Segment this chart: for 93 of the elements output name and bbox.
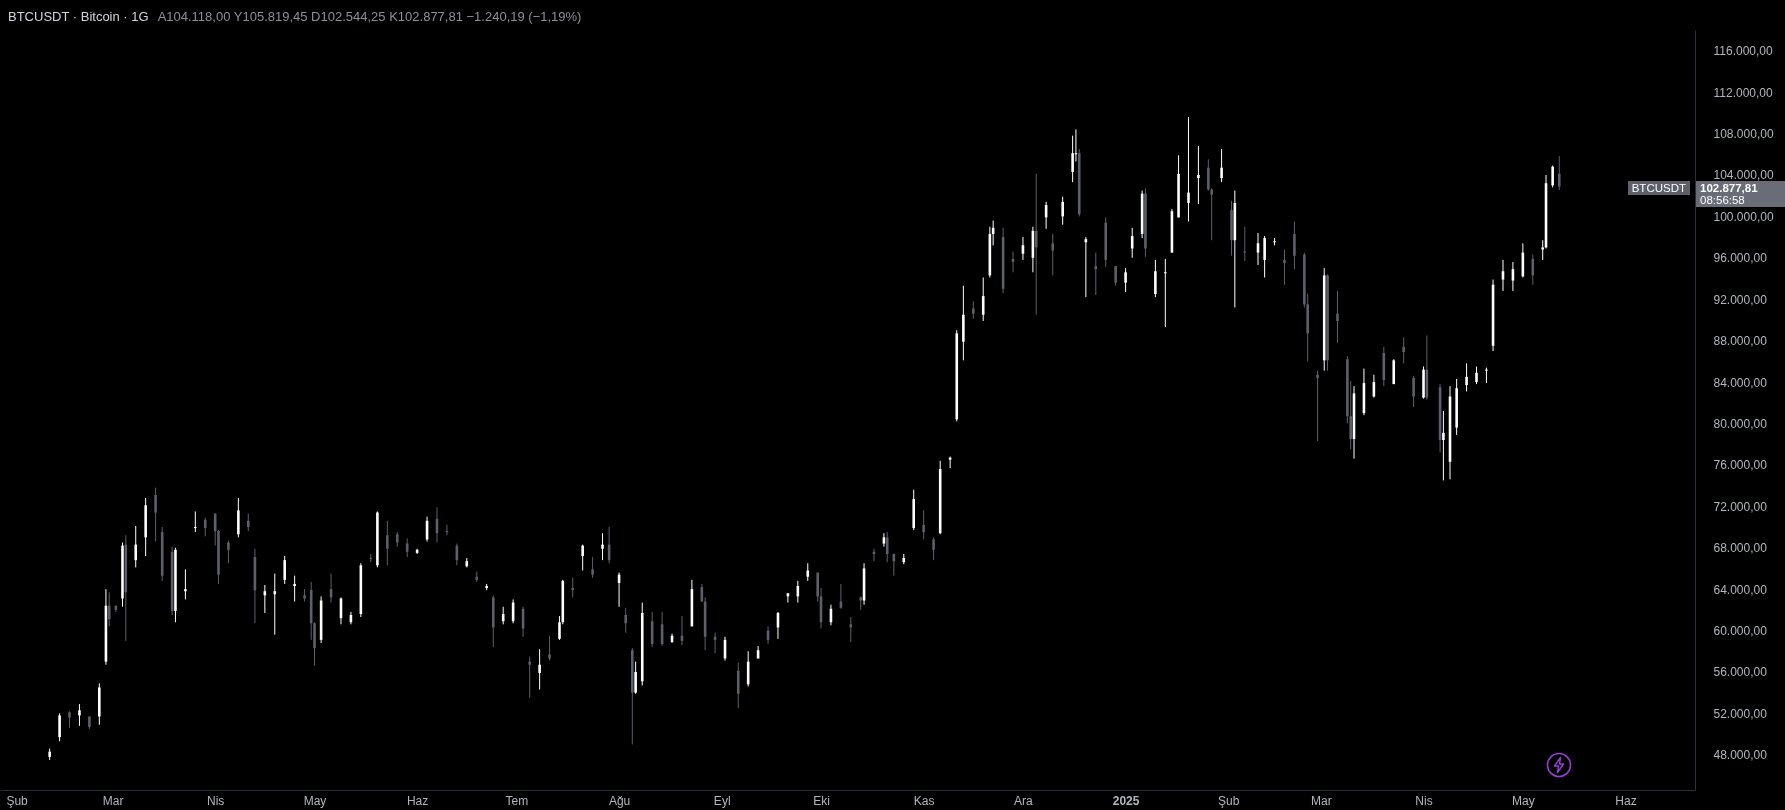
x-tick-label: Şub — [1218, 793, 1240, 808]
chart-subtitle: A104.118,00 Y105.819,45 D102.544,25 K102.877,81 −1.240,19 (−1,19%) — [157, 9, 582, 24]
candlestick — [1220, 148, 1223, 183]
candlestick — [885, 531, 889, 563]
candlestick — [571, 577, 575, 598]
y-tick-label: 88.000,00 — [1713, 334, 1768, 349]
candlestick — [1557, 155, 1561, 191]
candlestick — [293, 575, 296, 603]
x-tick-label: Şub — [6, 793, 29, 808]
candlestick — [981, 276, 985, 322]
x-tick-label: Haz — [406, 793, 429, 808]
candlestick — [154, 487, 157, 542]
x-tick-label: Mar — [1311, 793, 1332, 808]
candlestick — [1316, 370, 1319, 442]
candlestick — [1243, 226, 1247, 262]
candlestick — [634, 661, 637, 695]
candlestick — [1465, 362, 1468, 392]
candlestick — [1283, 249, 1286, 286]
y-tick-label: 76.000,00 — [1713, 458, 1768, 473]
y-tick-label: 96.000,00 — [1713, 251, 1768, 266]
annotation: BTCUSDT — [1627, 181, 1690, 196]
candlestick — [601, 532, 604, 561]
candlestick — [1187, 116, 1190, 223]
candlestick — [227, 539, 230, 564]
candlestick — [1094, 252, 1098, 296]
candlestick — [58, 712, 61, 742]
chart-title: BTCUSDT · Bitcoin · 1G — [8, 9, 149, 24]
candlestick — [1551, 165, 1554, 188]
x-tick-label: Eyl — [713, 793, 731, 808]
candlestick — [1051, 233, 1055, 276]
candlestick — [581, 544, 584, 571]
candlestick — [528, 655, 531, 699]
candlestick — [932, 536, 935, 561]
candlestick — [1164, 258, 1167, 328]
candlestick — [1402, 337, 1405, 364]
y-tick-label: 68.000,00 — [1713, 541, 1768, 556]
y-tick-label: 56.000,00 — [1713, 665, 1768, 680]
candlestick — [134, 525, 138, 568]
x-tick-label: Eki — [813, 793, 830, 808]
candlestick — [184, 568, 187, 600]
candlestick — [237, 497, 240, 538]
candlestick — [736, 662, 740, 709]
candlestick — [548, 635, 551, 662]
candlestick — [283, 555, 287, 585]
x-tick-label: Ara — [1014, 793, 1034, 808]
candlestick — [1197, 145, 1200, 205]
candlestick — [1130, 227, 1134, 259]
candlestick — [922, 509, 925, 540]
text: 102.877,81 — [1700, 182, 1759, 195]
y-tick-label: 72.000,00 — [1713, 499, 1768, 514]
candlestick — [78, 703, 81, 727]
y-tick-label: 116.000,00 — [1713, 44, 1773, 59]
candlestick — [1531, 254, 1535, 286]
candlestick — [624, 607, 627, 634]
x-tick-label: Tem — [505, 793, 529, 808]
y-tick-label: 108.000,00 — [1713, 127, 1774, 142]
candlestick — [273, 573, 277, 636]
y-tick-label: 92.000,00 — [1713, 292, 1768, 307]
candlestick — [194, 510, 197, 533]
candlestick — [107, 591, 111, 627]
candlestick — [1114, 265, 1117, 287]
candlestick — [1263, 235, 1266, 278]
x-tick-label: May — [303, 793, 327, 808]
y-tick-label: 112.000,00 — [1713, 85, 1773, 100]
candlestick — [591, 556, 594, 579]
x-tick-label: Kas — [913, 793, 935, 808]
y-tick-label: 52.000,00 — [1713, 706, 1768, 721]
candlestick — [386, 520, 389, 566]
y-tick-label: 80.000,00 — [1713, 416, 1768, 431]
candlestick — [1336, 290, 1339, 344]
candlestick — [538, 648, 541, 691]
candlestick — [1061, 196, 1064, 226]
candlestick — [203, 517, 207, 537]
candlestick — [1124, 267, 1127, 293]
x-tick-label: Mar — [102, 793, 124, 808]
candlestick — [1154, 259, 1157, 298]
candlestick — [1442, 410, 1445, 481]
candlestick — [1392, 358, 1396, 385]
x-tick-label: May — [1512, 793, 1535, 808]
y-tick-label: 84.000,00 — [1713, 375, 1768, 390]
x-tick-label: 2025 — [1112, 793, 1140, 808]
x-tick-label: Nis — [207, 793, 225, 808]
y-tick-label: 100.000,00 — [1713, 209, 1774, 224]
x-tick-label: Haz — [1615, 793, 1637, 808]
candlestick — [1412, 375, 1415, 408]
x-tick-label: Ağu — [608, 793, 631, 808]
y-tick-label: 104.000,00 — [1713, 168, 1774, 183]
x-tick-label: Nis — [1415, 793, 1433, 808]
y-tick-label: 60.000,00 — [1713, 624, 1768, 639]
y-tick-label: 48.000,00 — [1713, 748, 1768, 763]
text: 08:56:58 — [1700, 194, 1746, 207]
y-tick-label: 64.000,00 — [1713, 582, 1768, 597]
candlestick — [1293, 221, 1296, 270]
